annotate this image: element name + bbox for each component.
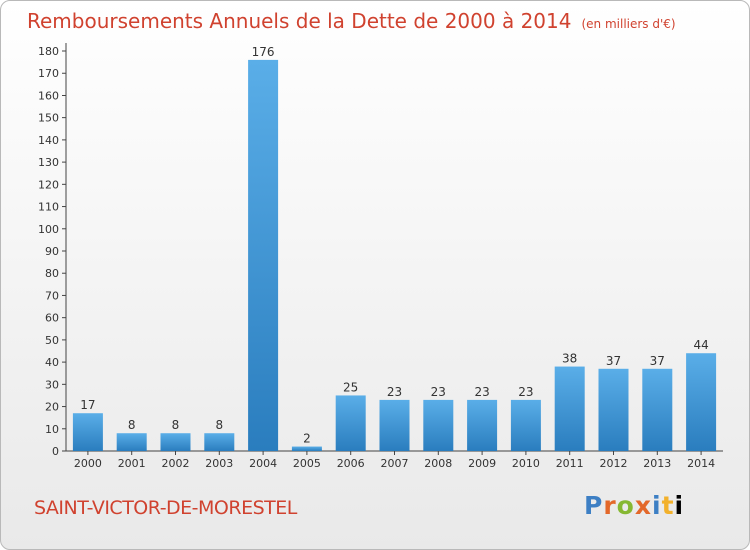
y-tick-label: 70 — [45, 289, 59, 302]
logo-letter: i — [674, 491, 685, 520]
y-tick-label: 170 — [38, 67, 59, 80]
x-tick-label: 2004 — [249, 457, 277, 470]
x-tick-label: 2003 — [205, 457, 233, 470]
data-label-2009: 23 — [474, 385, 489, 399]
x-tick-label: 2008 — [424, 457, 452, 470]
data-label-2004: 176 — [252, 45, 275, 59]
y-tick-label: 180 — [38, 45, 59, 58]
y-tick-label: 30 — [45, 378, 59, 391]
data-label-2007: 23 — [387, 385, 402, 399]
x-tick-label: 2013 — [643, 457, 671, 470]
y-tick-label: 110 — [38, 201, 59, 214]
x-tick-label: 2012 — [600, 457, 628, 470]
data-label-2011: 38 — [562, 352, 577, 366]
bar-2014 — [686, 353, 717, 451]
y-tick-label: 0 — [52, 445, 59, 458]
data-label-2003: 8 — [215, 418, 223, 432]
bar-2000 — [72, 413, 103, 451]
x-tick-label: 2007 — [381, 457, 409, 470]
x-tick-label: 2002 — [162, 457, 190, 470]
y-tick-label: 150 — [38, 112, 59, 125]
x-tick-label: 2014 — [687, 457, 715, 470]
y-tick-label: 50 — [45, 334, 59, 347]
data-label-2012: 37 — [606, 354, 621, 368]
bar-2001 — [116, 433, 147, 451]
bar-2010 — [510, 399, 541, 451]
bar-2011 — [554, 366, 585, 451]
y-tick-label: 60 — [45, 312, 59, 325]
x-tick-label: 2000 — [74, 457, 102, 470]
y-tick-label: 120 — [38, 178, 59, 191]
bar-2009 — [467, 399, 498, 451]
y-tick-label: 20 — [45, 401, 59, 414]
data-label-2005: 2 — [303, 432, 311, 446]
x-tick-label: 2009 — [468, 457, 496, 470]
chart-unit-label: (en milliers d'€) — [581, 17, 676, 31]
bar-2007 — [379, 399, 410, 451]
x-tick-label: 2010 — [512, 457, 540, 470]
data-label-2002: 8 — [172, 418, 180, 432]
y-tick-label: 160 — [38, 89, 59, 102]
data-label-2001: 8 — [128, 418, 136, 432]
bar-2006 — [335, 395, 366, 451]
data-label-2014: 44 — [693, 338, 708, 352]
data-label-2010: 23 — [518, 385, 533, 399]
y-tick-label: 80 — [45, 267, 59, 280]
logo-letter: P — [584, 491, 604, 520]
x-tick-label: 2001 — [118, 457, 146, 470]
data-label-2013: 37 — [650, 354, 665, 368]
bar-2008 — [423, 399, 454, 451]
y-tick-label: 140 — [38, 134, 59, 147]
bar-2005 — [291, 446, 322, 451]
logo-letter: x — [634, 491, 652, 520]
bar-2013 — [642, 368, 673, 451]
y-tick-label: 10 — [45, 423, 59, 436]
data-label-2008: 23 — [431, 385, 446, 399]
y-tick-label: 130 — [38, 156, 59, 169]
chart-title: Remboursements Annuels de la Dette de 20… — [27, 9, 676, 33]
x-tick-label: 2005 — [293, 457, 321, 470]
data-label-2000: 17 — [80, 398, 95, 412]
data-label-2006: 25 — [343, 380, 358, 394]
logo-letter: r — [603, 491, 617, 520]
logo-letter: i — [652, 491, 662, 520]
labels: 2000 17 2001 8 2002 8 2003 8 2004 176 2005 2 2006 25 2… — [74, 45, 715, 470]
y-tick-label: 90 — [45, 245, 59, 258]
logo-letter: o — [616, 491, 635, 520]
commune-name: SAINT-VICTOR-DE-MORESTEL — [34, 497, 297, 519]
y-tick-label: 40 — [45, 356, 59, 369]
axes: 0 10 20 30 40 50 60 70 80 90 100 110 120 130 140 150 160… — [38, 43, 723, 458]
chart-title-text: Remboursements Annuels de la Dette de 20… — [27, 9, 572, 33]
x-tick-label: 2011 — [556, 457, 584, 470]
bar-2012 — [598, 368, 629, 451]
y-tick-label: 100 — [38, 223, 59, 236]
bar-2002 — [160, 433, 191, 451]
bar-chart: 0 10 20 30 40 50 60 70 80 90 100 110 120 130 140 150 160… — [38, 43, 723, 470]
logo-letter: t — [661, 491, 675, 520]
x-tick-label: 2006 — [337, 457, 365, 470]
bar-2003 — [204, 433, 235, 451]
bars — [72, 59, 717, 452]
bar-2004 — [248, 59, 279, 452]
proxiti-logo: Proxiti — [584, 491, 684, 520]
